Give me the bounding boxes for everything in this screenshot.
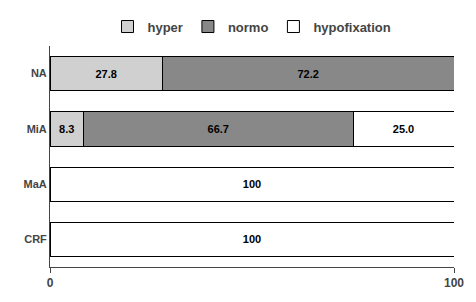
svg-text:CRF: CRF	[24, 233, 47, 245]
svg-text:8.3: 8.3	[59, 123, 74, 135]
svg-text:27.8: 27.8	[95, 68, 116, 80]
svg-text:100: 100	[243, 178, 261, 190]
svg-text:66.7: 66.7	[208, 123, 229, 135]
svg-text:normo: normo	[228, 20, 269, 35]
svg-text:0: 0	[47, 276, 54, 290]
svg-text:hypofixation: hypofixation	[313, 20, 390, 35]
svg-text:NA: NA	[31, 67, 47, 79]
svg-text:MiA: MiA	[27, 123, 47, 135]
svg-text:72.2: 72.2	[297, 68, 318, 80]
svg-text:100: 100	[243, 233, 261, 245]
svg-text:100: 100	[444, 276, 464, 290]
svg-text:25.0: 25.0	[393, 123, 414, 135]
svg-text:hyper: hyper	[148, 20, 183, 35]
svg-text:MaA: MaA	[24, 178, 47, 190]
